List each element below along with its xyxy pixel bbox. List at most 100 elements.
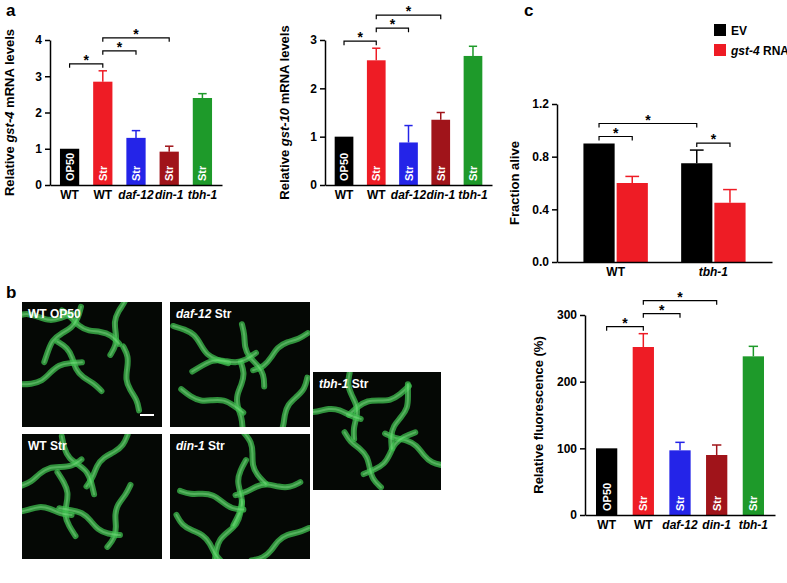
tick: 200 xyxy=(557,375,585,389)
significance-label: * xyxy=(622,315,628,331)
text-span: Fraction alive xyxy=(507,141,522,225)
tick-mark xyxy=(45,112,50,114)
significance-label: * xyxy=(645,112,651,128)
significance-label: * xyxy=(83,52,89,68)
micrograph xyxy=(170,434,310,559)
tick-label: 2 xyxy=(310,82,317,96)
error-bar-cap xyxy=(99,70,107,72)
tick: din-1 xyxy=(426,188,455,202)
tick-label: din-1 xyxy=(702,518,731,532)
tick: 100 xyxy=(557,442,585,456)
axis-line xyxy=(585,316,587,516)
worm-highlight xyxy=(22,459,81,486)
tick: 1 xyxy=(310,130,325,144)
text-span: daf-12 xyxy=(662,518,698,532)
tick-label: WT xyxy=(335,188,354,202)
tick: daf-12 xyxy=(662,518,698,532)
tick: WT xyxy=(93,188,112,202)
worm xyxy=(278,378,307,427)
error-bar xyxy=(198,94,206,98)
bar-label: Str xyxy=(711,495,723,511)
legend-label: EV xyxy=(731,24,747,38)
bar-label: Str xyxy=(97,165,109,181)
bar xyxy=(399,142,418,185)
error-bar-stem xyxy=(696,150,698,163)
error-bar-cap xyxy=(675,442,684,444)
text-span: WT xyxy=(634,518,653,532)
tick: 0.8 xyxy=(532,150,557,164)
error-bar-cap xyxy=(404,125,412,127)
text-span: din-1 xyxy=(702,518,731,532)
panel-letter: a xyxy=(6,1,16,20)
tick-label: 0.0 xyxy=(532,255,549,269)
tick-mark xyxy=(580,515,585,517)
tick: daf-12 xyxy=(118,188,154,202)
significance-label: * xyxy=(613,125,619,141)
text-span: gst-4 xyxy=(730,44,760,58)
tick: din-1 xyxy=(702,518,731,532)
bar xyxy=(743,356,764,515)
text-span: WT xyxy=(606,265,625,279)
micrograph-background xyxy=(313,372,441,490)
worm xyxy=(251,528,309,559)
bar-label: Str xyxy=(403,165,415,181)
micrograph-label: WT Str xyxy=(28,439,67,453)
tick-label: daf-12 xyxy=(391,188,427,202)
tick: 0 xyxy=(35,178,50,192)
tick-label: tbh-1 xyxy=(458,188,488,202)
tick-label: WT xyxy=(367,188,386,202)
tick: 0.4 xyxy=(532,203,557,217)
tick: WT xyxy=(60,188,79,202)
text-span: WT OP50 xyxy=(28,307,81,321)
axis-line xyxy=(326,185,493,187)
worm-highlight xyxy=(59,508,120,535)
worm xyxy=(181,389,243,413)
error-bar xyxy=(712,445,721,455)
x-axis: WT tbh-1 xyxy=(558,263,773,279)
bar xyxy=(126,138,145,185)
error-bar-stem xyxy=(440,113,442,120)
plot-area xyxy=(335,46,483,185)
y-axis: 0123 xyxy=(310,33,325,192)
worm-highlight xyxy=(237,434,266,484)
legend-swatch xyxy=(714,44,726,56)
worm xyxy=(59,508,120,535)
tick: 0.0 xyxy=(532,255,557,269)
tick-label: 1.2 xyxy=(532,97,549,111)
micrograph-background xyxy=(22,302,162,427)
worm xyxy=(180,491,243,510)
tick-mark xyxy=(320,40,325,42)
chart: OP50StrStrStrStr0100200300WTWTdaf-12din-… xyxy=(531,289,776,532)
bar xyxy=(160,152,179,185)
tick: din-1 xyxy=(155,188,184,202)
bar-label: OP50 xyxy=(338,153,350,181)
text-span: din-1 xyxy=(176,439,205,453)
axis-title: Relative gst-4 mRNA levels xyxy=(2,29,17,196)
bar-label: Str xyxy=(747,495,759,511)
legend: EVgst-4 RNAi xyxy=(714,24,787,58)
y-axis: 01234 xyxy=(35,33,50,192)
significance-label: * xyxy=(117,39,123,55)
bar xyxy=(706,455,727,515)
worm-highlight xyxy=(180,491,243,510)
error-bar-stem xyxy=(679,442,681,450)
error-bar-cap xyxy=(690,149,704,151)
error-bar-stem xyxy=(643,334,645,347)
tick-mark xyxy=(552,104,557,106)
error-bar xyxy=(625,176,639,183)
tick: WT xyxy=(367,188,386,202)
x-axis: WT WT daf-12din-1tbh-1 xyxy=(326,186,493,202)
tick: tbh-1 xyxy=(699,265,729,279)
tick-mark xyxy=(552,262,557,264)
text-span: Relative xyxy=(2,143,17,196)
bar xyxy=(617,183,648,262)
text-span: WT Str xyxy=(28,439,67,453)
worm-highlight xyxy=(192,353,256,372)
tick-label: WT xyxy=(606,265,625,279)
chart: OP50StrStrStrStr01234WTWTdaf-12din-1tbh-… xyxy=(2,26,223,202)
tick: tbh-1 xyxy=(458,188,488,202)
significance-label: * xyxy=(711,131,717,147)
bar-label: Str xyxy=(467,165,479,181)
chart: OP50StrStrStrStr0123WTWTdaf-12din-1tbh-1… xyxy=(277,3,493,201)
legend-item: EV xyxy=(714,24,747,38)
